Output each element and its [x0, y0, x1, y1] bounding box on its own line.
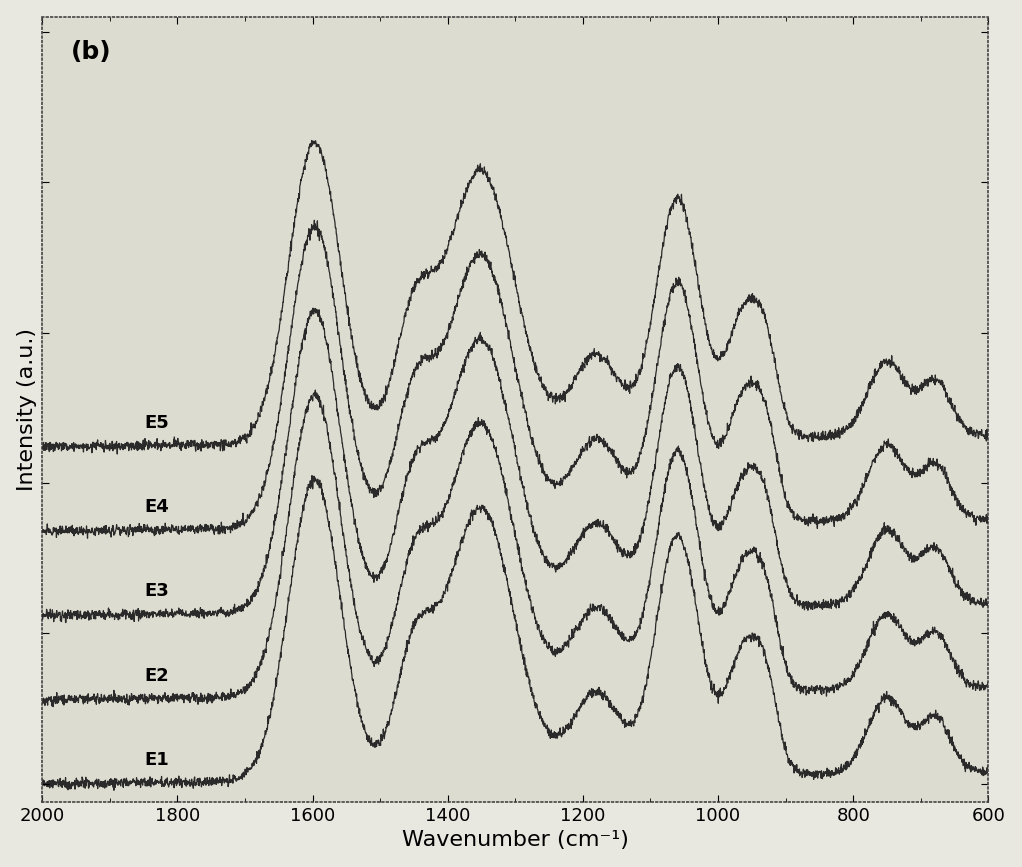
Text: E3: E3	[145, 583, 170, 600]
X-axis label: Wavenumber (cm⁻¹): Wavenumber (cm⁻¹)	[402, 831, 629, 851]
Text: E4: E4	[145, 499, 170, 516]
Text: E5: E5	[145, 414, 170, 432]
Text: (b): (b)	[71, 40, 111, 64]
Y-axis label: Intensity (a.u.): Intensity (a.u.)	[16, 328, 37, 491]
Text: E2: E2	[145, 667, 170, 685]
Text: E1: E1	[145, 751, 170, 769]
